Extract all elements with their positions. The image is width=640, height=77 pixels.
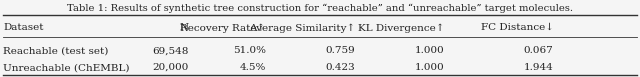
Text: 0.759: 0.759 [326,46,355,55]
Text: Recovery Rate↑: Recovery Rate↑ [180,23,266,33]
Text: 0.067: 0.067 [524,46,554,55]
Text: KL Divergence↑: KL Divergence↑ [358,23,445,33]
Text: 20,000: 20,000 [152,63,189,72]
Text: Table 1: Results of synthetic tree construction for “reachable” and “unreachable: Table 1: Results of synthetic tree const… [67,4,573,13]
Text: 4.5%: 4.5% [239,63,266,72]
Text: FC Distance↓: FC Distance↓ [481,23,554,32]
Text: Unreachable (ChEMBL): Unreachable (ChEMBL) [3,63,130,72]
Text: 51.0%: 51.0% [232,46,266,55]
Text: Reachable (test set): Reachable (test set) [3,46,109,55]
Text: N: N [180,23,189,32]
Text: 1.000: 1.000 [415,63,445,72]
Text: 1.944: 1.944 [524,63,554,72]
Text: 1.000: 1.000 [415,46,445,55]
Text: 0.423: 0.423 [326,63,355,72]
Text: Dataset: Dataset [3,23,44,32]
Text: Average Similarity↑: Average Similarity↑ [249,23,355,33]
Text: 69,548: 69,548 [152,46,189,55]
